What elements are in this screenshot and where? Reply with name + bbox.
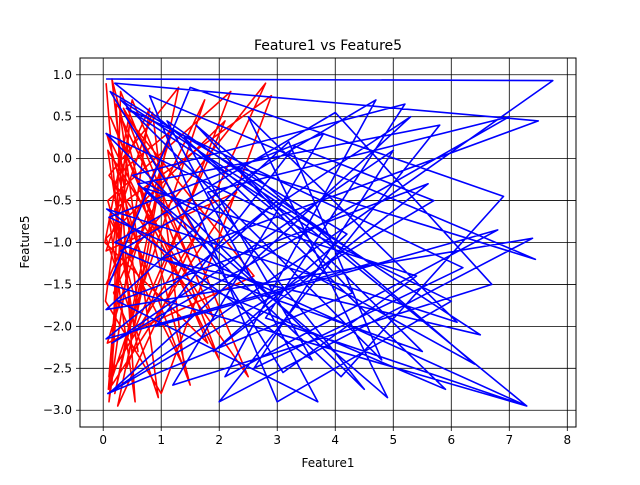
- y-axis-ticks: −3.0 −2.5 −2.0 −1.5 −1.0 −0.5 0.0 0.5 1.0: [43, 68, 80, 417]
- x-tick-label: 8: [563, 433, 571, 447]
- x-axis-ticks: 0 1 2 3 4 5 6 7 8: [99, 427, 571, 447]
- x-tick-label: 6: [447, 433, 455, 447]
- x-tick-label: 2: [215, 433, 223, 447]
- series-line-2: [105, 78, 554, 407]
- y-tick-label: −1.0: [43, 236, 72, 250]
- chart-title: Feature1 vs Feature5: [254, 38, 402, 54]
- y-tick-label: 1.0: [53, 68, 72, 82]
- y-tick-label: 0.5: [53, 110, 72, 124]
- x-tick-label: 1: [157, 433, 165, 447]
- series-lines: [104, 78, 554, 407]
- y-tick-label: −3.0: [43, 403, 72, 417]
- y-tick-label: −2.5: [43, 361, 72, 375]
- x-tick-label: 7: [505, 433, 513, 447]
- y-tick-label: 0.0: [53, 152, 72, 166]
- y-axis-label: Feature5: [18, 216, 32, 269]
- x-tick-label: 5: [389, 433, 397, 447]
- y-tick-label: −2.0: [43, 319, 72, 333]
- x-tick-label: 0: [99, 433, 107, 447]
- x-tick-label: 3: [273, 433, 281, 447]
- x-axis-label: Feature1: [302, 456, 355, 470]
- y-tick-label: −1.5: [43, 277, 72, 291]
- x-tick-label: 4: [331, 433, 339, 447]
- y-tick-label: −0.5: [43, 194, 72, 208]
